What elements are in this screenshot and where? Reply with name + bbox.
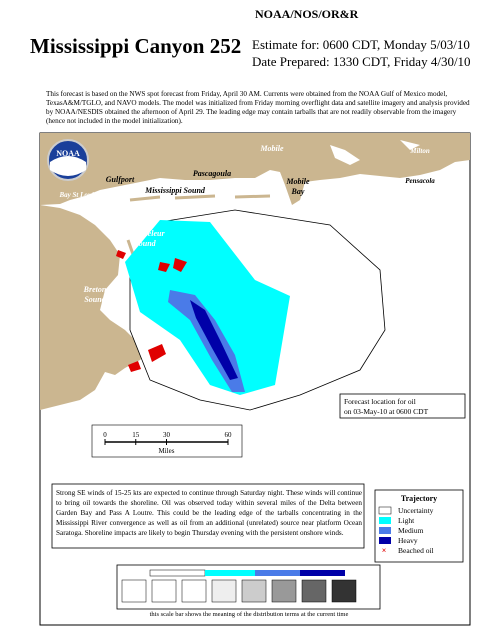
inlets	[330, 140, 420, 165]
legend-swatch	[378, 506, 392, 515]
title: Mississippi Canyon 252	[30, 34, 242, 58]
legend-swatch	[379, 527, 391, 534]
outlook-box	[51, 483, 365, 549]
legend-label: Uncertainty	[398, 506, 434, 515]
place-label: Mobile	[259, 144, 284, 153]
agency: NOAA/NOS/OR&R	[255, 7, 359, 21]
scale-bar-caption: this scale bar shows the meaning of the …	[150, 611, 349, 618]
bar-light	[205, 570, 255, 576]
legend-swatch	[379, 517, 391, 524]
scale-tick-label: 0	[103, 431, 107, 439]
place-label: Milton	[409, 147, 430, 155]
legend-label: Beached oil	[398, 546, 434, 555]
place-label: Sound	[134, 239, 156, 248]
forecast-box	[339, 393, 466, 419]
place-label: Mississippi Sound	[144, 186, 206, 195]
bar-heavy	[300, 570, 345, 576]
beached-oil	[116, 250, 187, 372]
scale-tick-label: 30	[163, 431, 171, 439]
place-label: Pensacola	[405, 177, 435, 185]
legend-marker: ×	[382, 546, 387, 555]
prepared: Date Prepared: 1330 CDT, Friday 4/30/10	[252, 54, 471, 69]
intro: This forecast is based on the NWS spot f…	[46, 90, 470, 125]
place-label: Breton	[83, 285, 107, 294]
legend-label: Light	[398, 516, 415, 525]
coast-land	[40, 133, 470, 205]
delta-land	[40, 205, 150, 410]
scale-tick-label: 15	[132, 431, 140, 439]
forecast-note-line: Forecast location for oil	[344, 397, 416, 406]
place-label: Gulfport	[106, 175, 135, 184]
map-labels: Mobile Milton Pascagoula Pensacola Gulfport B…	[59, 144, 436, 304]
place-label: Bay St Louis	[59, 191, 97, 199]
place-label: Bay	[291, 187, 305, 196]
estimate: Estimate for: 0600 CDT, Monday 5/03/10	[252, 37, 470, 52]
legend-label: Medium	[398, 526, 424, 535]
bar-medium	[255, 570, 300, 576]
islands	[126, 194, 271, 286]
scale-unit: Miles	[159, 447, 175, 455]
place-label: Pascagoula	[193, 169, 231, 178]
place-label: Chandeleur	[125, 229, 165, 238]
bar-samples	[121, 579, 357, 603]
legend-swatch	[379, 537, 391, 544]
scale-tick-label: 60	[225, 431, 233, 439]
noaa-logo-gull	[50, 156, 86, 176]
bar-uncertainty	[149, 569, 206, 577]
logo-text: NOAA	[56, 149, 80, 158]
legend-title: Trajectory	[401, 494, 437, 503]
legend-box	[374, 489, 464, 563]
forecast-note-line: on 03-May-10 at 0600 CDT	[344, 407, 429, 416]
legend-label: Heavy	[398, 536, 418, 545]
place-label: Sound	[84, 295, 106, 304]
heavy-oil	[190, 300, 238, 380]
place-label: Mobile	[285, 177, 310, 186]
outlook: Strong SE winds of 15-25 kts are expecte…	[56, 489, 362, 537]
distance-scale: 0 15 30 60 Miles	[91, 424, 243, 458]
